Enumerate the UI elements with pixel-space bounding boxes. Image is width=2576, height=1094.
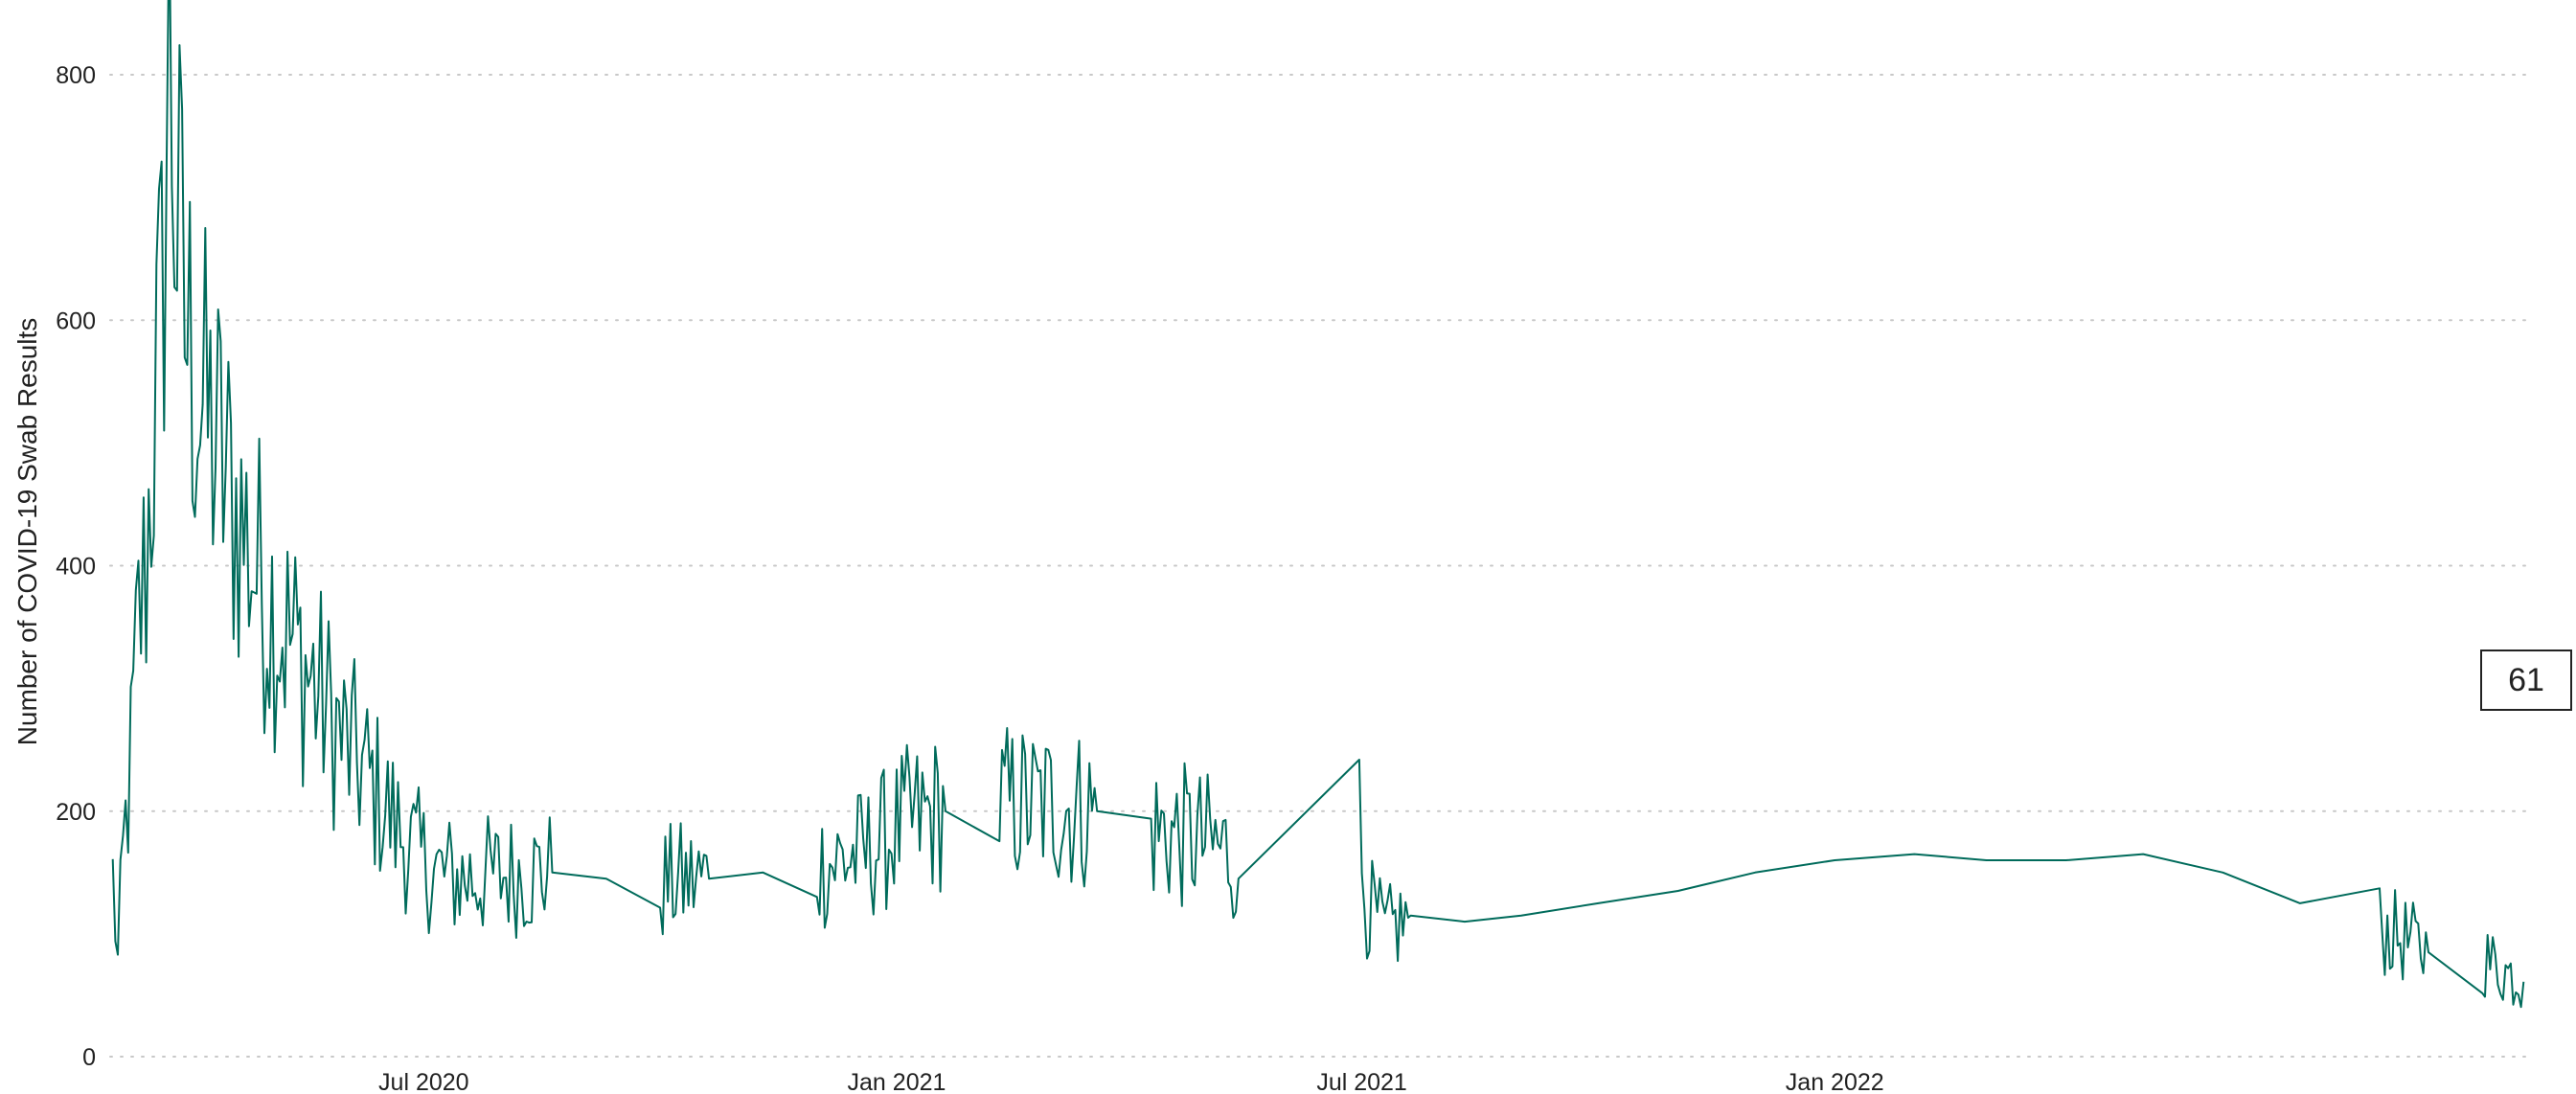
y-axis-ticks: 0 200 400 600 800 <box>56 62 96 1071</box>
y-tick-label: 400 <box>56 554 96 581</box>
x-axis-ticks: Jul 2020 Jan 2021 Jul 2021 Jan 2022 <box>378 1069 1884 1094</box>
x-tick-label: Jul 2021 <box>1316 1069 1407 1094</box>
y-tick-label: 200 <box>56 799 96 826</box>
latest-value-box: 61 <box>2480 650 2572 711</box>
x-tick-label: Jul 2020 <box>378 1069 469 1094</box>
y-tick-label: 800 <box>56 62 96 89</box>
series-layer <box>111 0 2525 1009</box>
x-tick-label: Jan 2022 <box>1786 1069 1884 1094</box>
gridlines <box>109 74 2535 1058</box>
y-tick-label: 0 <box>82 1044 96 1071</box>
y-tick-label: 600 <box>56 308 96 334</box>
latest-value-label: 61 <box>2508 661 2544 698</box>
x-tick-label: Jan 2021 <box>848 1069 946 1094</box>
series-line <box>111 0 2525 1009</box>
y-axis-title: Number of COVID-19 Swab Results <box>12 318 42 746</box>
